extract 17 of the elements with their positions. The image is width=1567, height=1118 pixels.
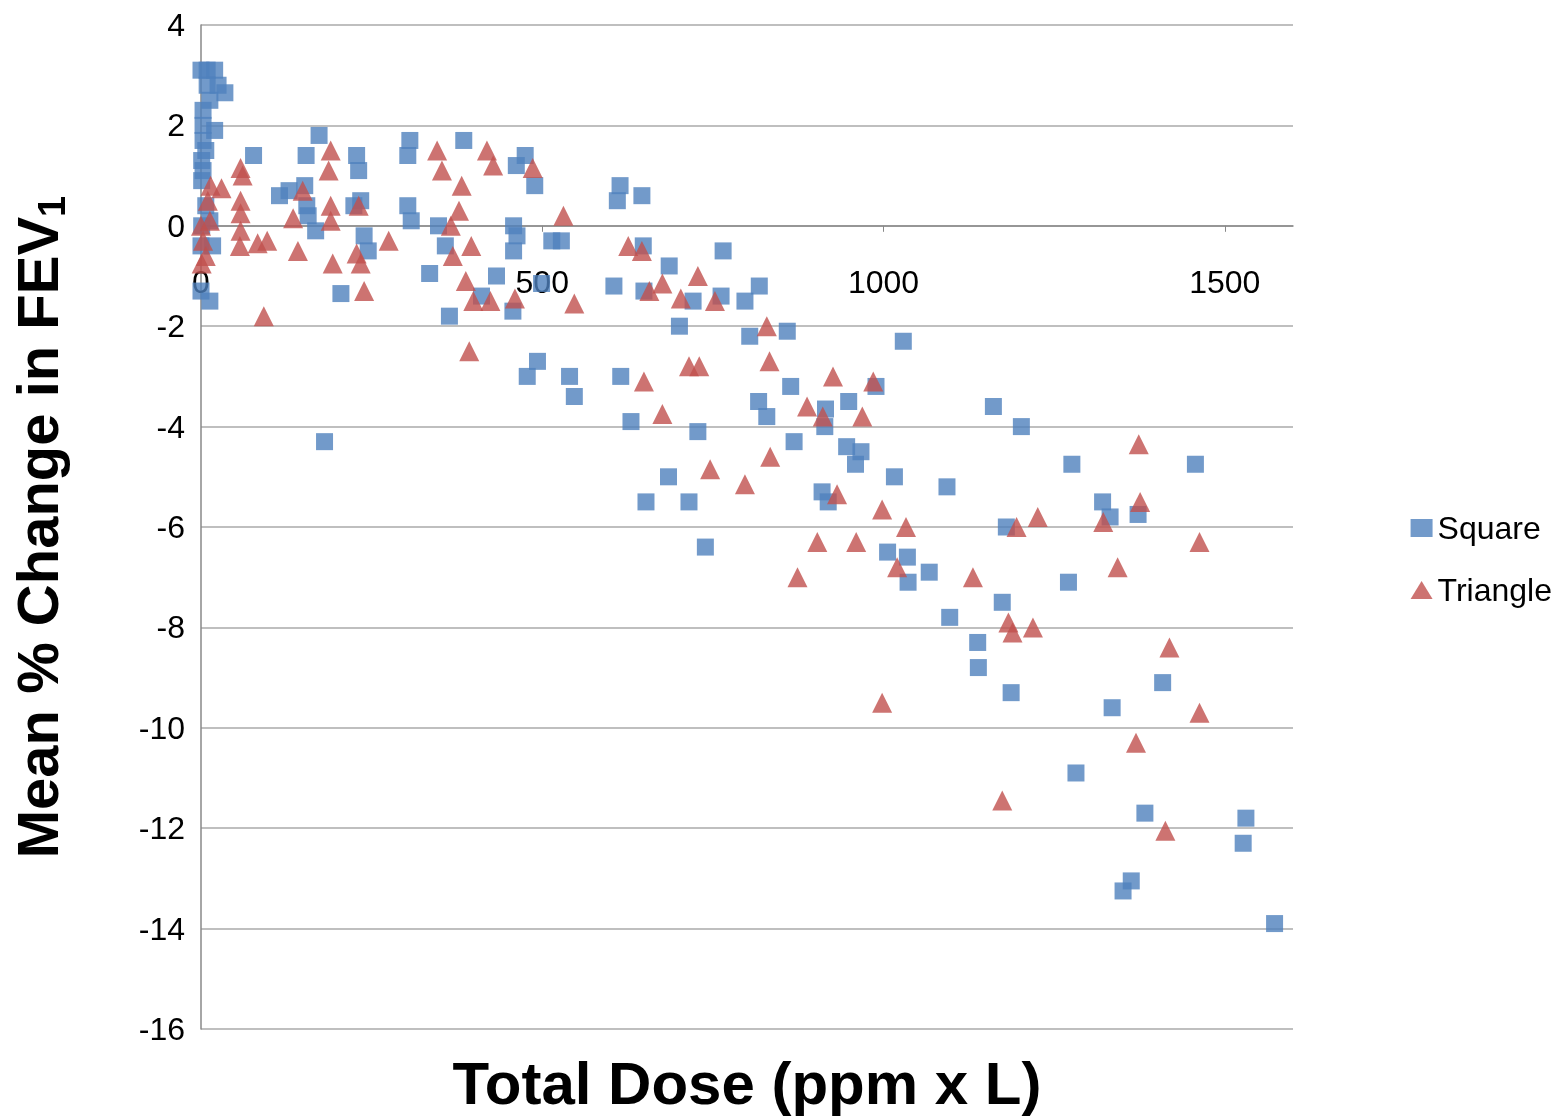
x-tick-label: 1500 bbox=[1189, 263, 1261, 300]
legend-label: Triangle bbox=[1437, 572, 1552, 608]
y-tick-label: -16 bbox=[138, 1011, 185, 1047]
y-tick-label: -10 bbox=[138, 709, 185, 746]
y-tick-label: 4 bbox=[167, 7, 185, 43]
x-axis-title: Total Dose (ppm x L) bbox=[452, 1049, 1042, 1117]
y-tick-label: -14 bbox=[138, 910, 185, 947]
y-tick-label: 0 bbox=[167, 207, 185, 244]
y-tick-label: -12 bbox=[138, 810, 185, 847]
y-tick-label: -8 bbox=[156, 609, 185, 646]
y-axis-title: Mean % Change in FEV1 bbox=[4, 195, 73, 859]
y-tick-label: 2 bbox=[167, 107, 185, 144]
x-tick-label: 1000 bbox=[847, 263, 920, 300]
legend-label: Square bbox=[1437, 510, 1541, 546]
y-tick-label: -6 bbox=[156, 509, 185, 545]
y-tick-label: -4 bbox=[156, 408, 185, 445]
y-tick-label: -2 bbox=[156, 308, 185, 345]
